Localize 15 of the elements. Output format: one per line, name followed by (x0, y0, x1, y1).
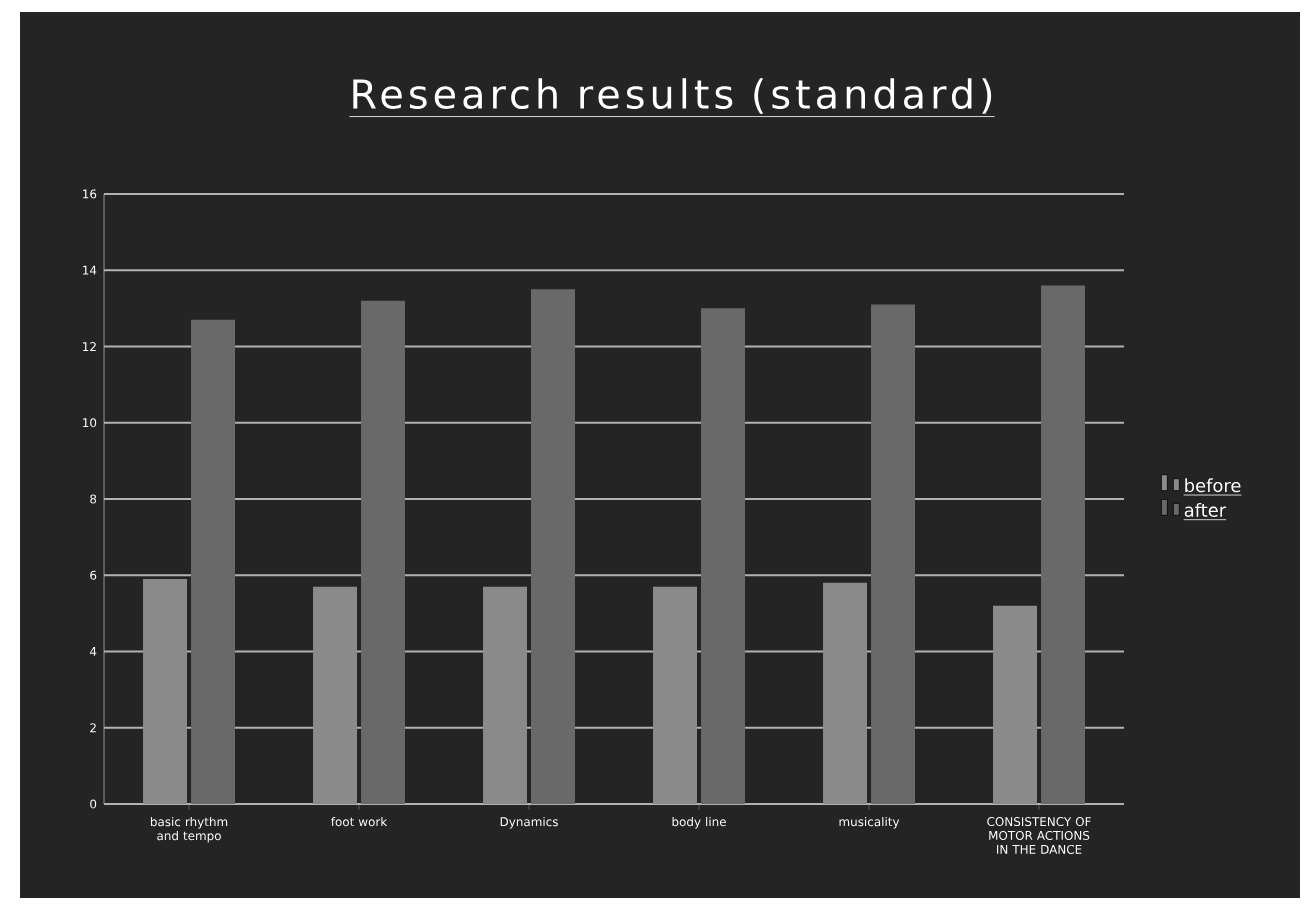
bar (871, 304, 916, 804)
bar (483, 586, 528, 804)
bar (143, 579, 188, 804)
bar (653, 586, 698, 804)
bar (823, 582, 868, 804)
bar (531, 289, 576, 804)
legend-label: after (1184, 503, 1227, 517)
chart-title: Research results (standard) (353, 78, 992, 114)
bar (191, 319, 236, 804)
bar (701, 308, 746, 804)
bar (1041, 285, 1085, 804)
bar (361, 300, 406, 804)
legend-label: before (1185, 478, 1241, 493)
bar (993, 605, 1038, 804)
bar (313, 586, 358, 804)
